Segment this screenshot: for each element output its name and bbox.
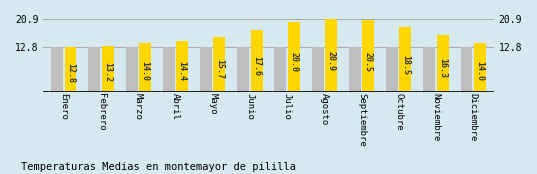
Text: 12.8: 12.8 — [66, 63, 75, 83]
Bar — [213, 37, 226, 92]
Bar — [139, 43, 151, 92]
Text: Temperaturas Medias en montemayor de pililla: Temperaturas Medias en montemayor de pil… — [21, 162, 296, 172]
Bar — [461, 47, 473, 92]
Text: 13.2: 13.2 — [103, 62, 112, 82]
Bar — [362, 20, 374, 92]
Bar — [163, 47, 175, 92]
Bar — [89, 47, 100, 92]
Bar — [200, 47, 212, 92]
Text: 14.0: 14.0 — [141, 61, 149, 81]
Bar — [349, 47, 361, 92]
Bar — [400, 27, 411, 92]
Bar — [237, 47, 249, 92]
Text: 20.0: 20.0 — [289, 52, 299, 72]
Text: 20.5: 20.5 — [364, 52, 373, 72]
Bar — [274, 47, 286, 92]
Bar — [176, 41, 188, 92]
Text: 14.4: 14.4 — [178, 61, 187, 81]
Text: 20.9: 20.9 — [326, 51, 336, 71]
Bar — [64, 47, 76, 92]
Text: 17.6: 17.6 — [252, 56, 261, 76]
Text: 15.7: 15.7 — [215, 59, 224, 79]
Bar — [325, 19, 337, 92]
Text: 18.5: 18.5 — [401, 54, 410, 74]
Bar — [386, 47, 398, 92]
Bar — [51, 47, 63, 92]
Bar — [102, 46, 114, 92]
Text: 14.0: 14.0 — [475, 61, 484, 81]
Bar — [474, 43, 486, 92]
Bar — [311, 47, 324, 92]
Text: 16.3: 16.3 — [438, 58, 447, 78]
Bar — [288, 22, 300, 92]
Bar — [437, 35, 448, 92]
Bar — [423, 47, 435, 92]
Bar — [126, 47, 137, 92]
Bar — [251, 30, 263, 92]
